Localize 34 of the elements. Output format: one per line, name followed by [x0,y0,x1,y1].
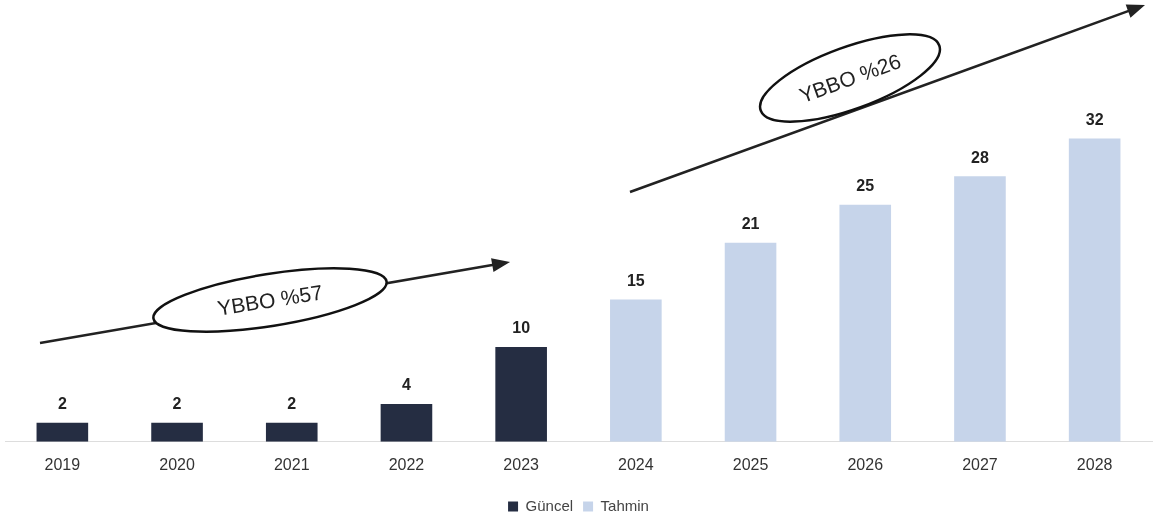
data-label: 32 [1085,110,1104,128]
x-tick-label: 2021 [273,455,310,473]
text: YBBO %26 [796,49,904,107]
data-label: 2 [172,395,182,413]
x-tick-label: 2022 [388,455,425,473]
data-label: 25 [856,177,875,195]
x-tick-label: 2027 [962,455,998,473]
bar [265,422,318,442]
x-tick-label: 2020 [159,455,195,473]
legend-label: Tahmin [600,496,649,514]
x-tick-label: 2024 [618,455,654,473]
bar [724,242,777,442]
data-label: 2 [287,395,297,413]
bar [610,299,662,442]
x-tick-label: 2025 [732,455,769,473]
data-label: 10 [512,319,531,337]
legend-label: Güncel [525,496,574,514]
data-label: 4 [402,376,411,394]
data-label: 2 [57,395,67,413]
x-tick-label: 2026 [847,455,884,473]
data-label: 15 [626,272,645,290]
x-tick-label: 2023 [503,455,540,473]
bar [151,422,203,442]
x-tick-label: 2028 [1076,455,1113,473]
data-label: 21 [741,215,760,233]
annotation: YBBO %57 [215,280,325,320]
x-tick-label: 2019 [44,455,81,473]
data-label: 28 [971,148,989,166]
bar [380,403,433,442]
bar [839,204,892,442]
bar [1068,138,1121,442]
bar [954,176,1006,442]
bar [495,347,547,442]
bar [36,422,89,442]
